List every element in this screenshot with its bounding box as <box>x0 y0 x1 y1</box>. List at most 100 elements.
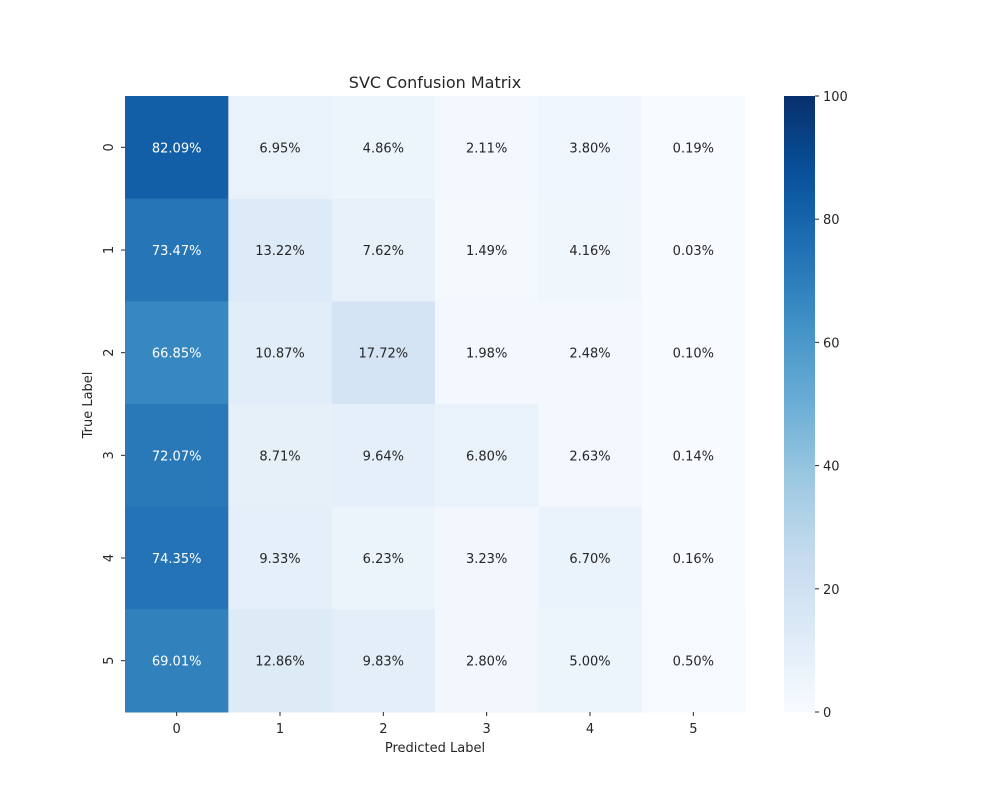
x-tick-label: 4 <box>586 722 594 737</box>
cell-value-label: 0.10% <box>673 347 714 362</box>
heatmap-cell <box>331 609 436 713</box>
y-tick-label: 2 <box>102 349 117 357</box>
cell-value-label: 2.11% <box>466 141 507 156</box>
x-axis-ticks: 0 1 2 3 4 5 <box>173 712 697 737</box>
heatmap-cells: 82.09% 6.95% 4.86% 2.11% 3.80% 0.19% 73.47% 13.… <box>125 96 746 713</box>
cell-value-label: 6.80% <box>466 449 507 464</box>
chart-title: SVC Confusion Matrix <box>349 73 521 92</box>
heatmap-cell <box>641 301 746 405</box>
cell-value-label: 7.62% <box>363 244 404 259</box>
cell-value-label: 17.72% <box>359 347 409 362</box>
x-axis-label: Predicted Label <box>385 741 485 756</box>
heatmap-cell <box>125 301 229 405</box>
heatmap-cell <box>641 506 746 610</box>
x-tick-label: 1 <box>276 722 284 737</box>
heatmap-cell <box>228 506 333 610</box>
colorbar-tick-label: 20 <box>823 583 840 598</box>
heatmap-cell <box>435 96 539 200</box>
heatmap-cell <box>331 404 436 508</box>
heatmap-cell <box>641 96 746 200</box>
x-tick-label: 0 <box>173 722 181 737</box>
cell-value-label: 72.07% <box>152 449 202 464</box>
heatmap-cell <box>641 198 746 302</box>
y-axis-label: True Label <box>81 372 96 440</box>
y-tick-label: 3 <box>102 451 117 459</box>
colorbar-tick-label: 60 <box>823 336 840 351</box>
heatmap-cell <box>538 506 643 610</box>
y-tick-label: 5 <box>102 657 117 665</box>
cell-value-label: 9.33% <box>259 552 300 567</box>
cell-value-label: 69.01% <box>152 655 202 670</box>
y-tick-label: 4 <box>102 554 117 562</box>
heatmap-cell <box>125 404 229 508</box>
cell-value-label: 74.35% <box>152 552 202 567</box>
y-axis-ticks: 0 1 2 3 4 5 <box>102 143 125 665</box>
heatmap-cell <box>331 96 436 200</box>
cell-value-label: 9.83% <box>363 655 404 670</box>
heatmap-cell <box>125 506 229 610</box>
heatmap-cell <box>125 198 229 302</box>
heatmap-cell <box>538 301 643 405</box>
heatmap-cell <box>125 96 229 200</box>
cell-value-label: 10.87% <box>255 347 305 362</box>
cell-value-label: 6.95% <box>259 141 300 156</box>
x-tick-label: 5 <box>689 722 697 737</box>
cell-value-label: 0.03% <box>673 244 714 259</box>
cell-value-label: 2.48% <box>569 347 610 362</box>
colorbar-ticks: 0 20 40 60 80 100 <box>815 90 848 721</box>
cell-value-label: 1.49% <box>466 244 507 259</box>
y-tick-label: 1 <box>102 246 117 254</box>
y-tick-label: 0 <box>102 143 117 151</box>
heatmap-cell <box>125 609 229 713</box>
cell-value-label: 6.23% <box>363 552 404 567</box>
cell-value-label: 9.64% <box>363 449 404 464</box>
cell-value-label: 73.47% <box>152 244 202 259</box>
heatmap-cell <box>435 609 539 713</box>
heatmap-cell <box>331 198 436 302</box>
cell-value-label: 4.16% <box>569 244 610 259</box>
heatmap-cell <box>228 301 333 405</box>
heatmap-cell <box>228 198 333 302</box>
heatmap-cell <box>228 404 333 508</box>
cell-value-label: 0.14% <box>673 449 714 464</box>
cell-value-label: 4.86% <box>363 141 404 156</box>
cell-value-label: 2.63% <box>569 449 610 464</box>
heatmap-cell <box>641 609 746 713</box>
colorbar-tick-label: 80 <box>823 213 840 228</box>
cell-value-label: 5.00% <box>569 655 610 670</box>
heatmap-cell <box>331 301 436 405</box>
heatmap-cell <box>435 404 539 508</box>
cell-value-label: 0.16% <box>673 552 714 567</box>
heatmap-cell <box>538 96 643 200</box>
cell-value-label: 3.23% <box>466 552 507 567</box>
heatmap-cell <box>435 506 539 610</box>
cell-value-label: 13.22% <box>255 244 305 259</box>
heatmap-cell <box>228 96 333 200</box>
cell-value-label: 66.85% <box>152 347 202 362</box>
heatmap-cell <box>538 609 643 713</box>
cell-value-label: 12.86% <box>255 655 305 670</box>
colorbar-tick-label: 40 <box>823 460 840 475</box>
x-tick-label: 3 <box>483 722 491 737</box>
cell-value-label: 82.09% <box>152 141 202 156</box>
x-tick-label: 2 <box>379 722 387 737</box>
cell-value-label: 2.80% <box>466 655 507 670</box>
colorbar-tick-label: 100 <box>823 90 848 105</box>
heatmap-cell <box>435 301 539 405</box>
heatmap-cell <box>641 404 746 508</box>
heatmap-cell <box>228 609 333 713</box>
heatmap-cell <box>435 198 539 302</box>
heatmap-cell <box>538 198 643 302</box>
colorbar-gradient <box>784 96 815 712</box>
cell-value-label: 6.70% <box>569 552 610 567</box>
heatmap-cell <box>538 404 643 508</box>
heatmap-cell <box>331 506 436 610</box>
colorbar: 0 20 40 60 80 100 <box>784 90 848 721</box>
cell-value-label: 1.98% <box>466 347 507 362</box>
cell-value-label: 0.19% <box>673 141 714 156</box>
cell-value-label: 8.71% <box>259 449 300 464</box>
cell-value-label: 3.80% <box>569 141 610 156</box>
colorbar-tick-label: 0 <box>823 706 831 721</box>
cell-value-label: 0.50% <box>673 655 714 670</box>
